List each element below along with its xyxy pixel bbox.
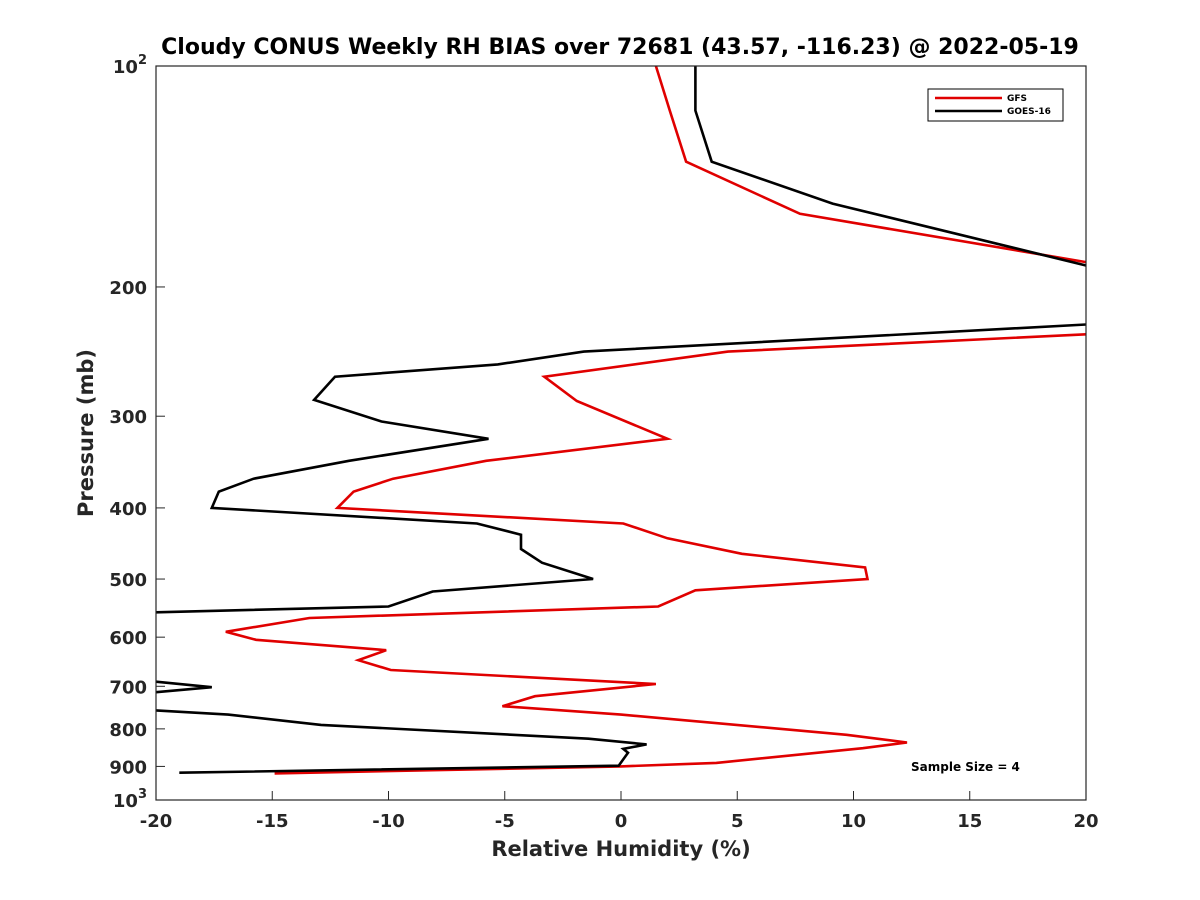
y-tick-label: 300 — [109, 407, 147, 428]
x-tick-label: 15 — [957, 811, 982, 832]
x-tick-label: -15 — [256, 811, 289, 832]
y-tick-label: 200 — [109, 278, 147, 299]
x-tick-label: 20 — [1073, 811, 1098, 832]
series-line-goes-16-segment-4 — [155, 709, 647, 774]
x-tick-label: -5 — [495, 811, 515, 832]
y-axis-ticks: 102 200 300 400 500 600 700 800 900 103 — [109, 53, 165, 812]
x-tick-label: -20 — [140, 811, 173, 832]
series-layer — [155, 65, 1087, 775]
y-tick-label: 500 — [109, 570, 147, 591]
legend-box — [927, 88, 1064, 122]
plot-frame — [155, 65, 1087, 801]
y-tick-label: 103 — [113, 787, 147, 812]
x-tick-label: 5 — [731, 811, 744, 832]
series-line-gfs-segment-1 — [654, 65, 1087, 264]
y-tick-label: 900 — [109, 757, 147, 778]
x-tick-label: -10 — [372, 811, 405, 832]
series-line-goes-16-segment-2 — [155, 323, 1087, 614]
x-axis-ticks: -20 -15 -10 -5 0 5 10 15 20 — [140, 791, 1099, 832]
sample-size-annotation: Sample Size = 4 — [911, 760, 1020, 774]
x-tick-label: 0 — [615, 811, 628, 832]
x-axis-label: Relative Humidity (%) — [491, 837, 750, 861]
legend-label-goes16: GOES-16 — [1007, 107, 1051, 117]
legend-label-gfs: GFS — [1007, 94, 1027, 104]
x-tick-label: 10 — [841, 811, 866, 832]
y-axis-label: Pressure (mb) — [74, 349, 98, 517]
y-tick-label: 700 — [109, 677, 147, 698]
plot-area: -20 -15 -10 -5 0 5 10 15 20 102 200 300 400 500 600 70… — [109, 53, 1098, 832]
series-line-goes-16-segment-3 — [155, 680, 212, 694]
y-tick-label: 800 — [109, 720, 147, 741]
legend: GFS GOES-16 — [927, 88, 1064, 122]
y-tick-label: 102 — [113, 53, 147, 78]
series-line-goes-16-segment-1 — [694, 66, 1087, 267]
chart-title: Cloudy CONUS Weekly RH BIAS over 72681 (… — [161, 35, 1079, 60]
y-tick-label: 600 — [109, 628, 147, 649]
series-line-gfs-segment-2 — [225, 333, 1087, 775]
y-tick-label: 400 — [109, 499, 147, 520]
